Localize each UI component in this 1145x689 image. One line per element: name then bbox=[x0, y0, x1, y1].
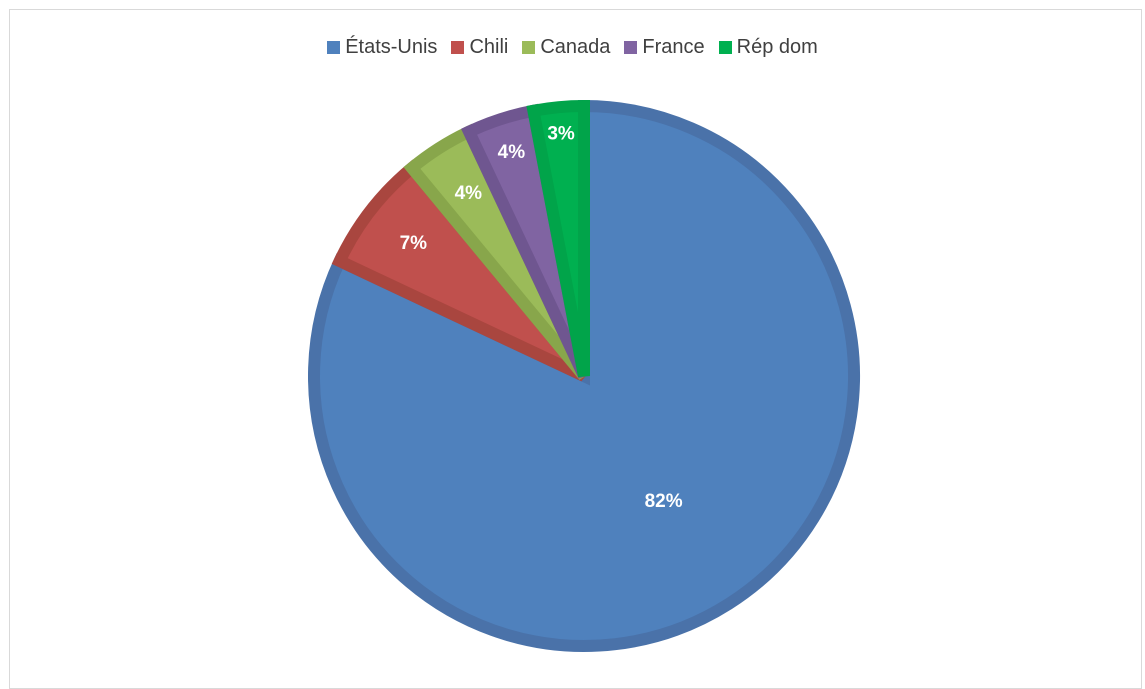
data-label: 4% bbox=[498, 142, 526, 163]
legend-swatch bbox=[624, 41, 638, 54]
legend-label: Canada bbox=[540, 36, 611, 58]
legend-swatch bbox=[718, 41, 732, 54]
data-label: 4% bbox=[455, 183, 483, 204]
legend-item: Canada bbox=[522, 36, 610, 59]
legend: États-Unis Chili Canada France Rép dom bbox=[0, 36, 1145, 59]
data-label: 7% bbox=[400, 233, 428, 254]
legend-item: Rép dom bbox=[718, 36, 818, 59]
legend-label: États-Unis bbox=[345, 36, 438, 58]
pie-chart: 82% 7% 4% 4% 3% bbox=[308, 99, 860, 652]
legend-item: France bbox=[624, 36, 705, 59]
legend-item: États-Unis bbox=[327, 36, 437, 59]
pie-slice bbox=[526, 99, 590, 378]
data-label: 3% bbox=[547, 124, 575, 145]
data-label: 82% bbox=[645, 491, 683, 512]
legend-swatch bbox=[522, 41, 536, 54]
legend-label: France bbox=[642, 36, 705, 58]
legend-label: Rép dom bbox=[736, 36, 818, 58]
legend-swatch bbox=[451, 41, 465, 54]
legend-item: Chili bbox=[451, 36, 508, 59]
legend-label: Chili bbox=[469, 36, 509, 58]
legend-swatch bbox=[327, 41, 341, 54]
